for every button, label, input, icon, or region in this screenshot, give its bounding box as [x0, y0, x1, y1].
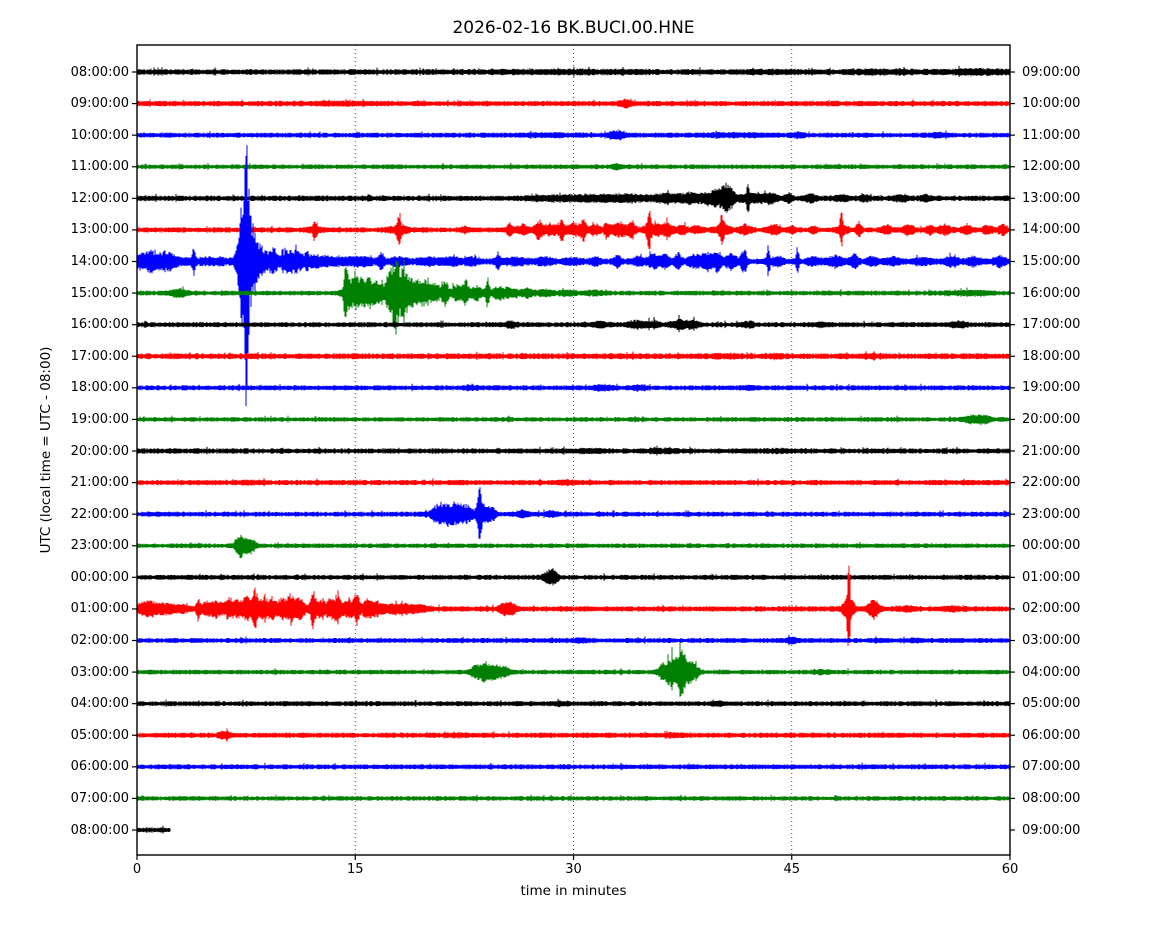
waveform-trace [136, 129, 1011, 141]
waveform-trace [136, 414, 1011, 426]
x-tick-label: 60 [1001, 862, 1019, 877]
waveform-trace [136, 478, 1011, 487]
right-time-label: 22:00:00 [1022, 475, 1081, 491]
waveform-trace [136, 98, 1011, 109]
left-time-label: 08:00:00 [70, 822, 129, 838]
left-time-label: 04:00:00 [70, 696, 129, 712]
left-time-label: 01:00:00 [70, 601, 129, 617]
right-time-label: 04:00:00 [1022, 664, 1081, 680]
waveform-trace [136, 698, 1011, 708]
left-time-label: 06:00:00 [70, 759, 129, 775]
left-time-label: 16:00:00 [70, 317, 129, 333]
left-time-label: 15:00:00 [70, 285, 129, 301]
right-time-label: 16:00:00 [1022, 285, 1081, 301]
right-time-label: 00:00:00 [1022, 538, 1081, 554]
left-time-label: 20:00:00 [70, 443, 129, 459]
x-tick-label: 0 [132, 862, 142, 877]
left-time-label: 19:00:00 [70, 411, 129, 427]
right-time-label: 01:00:00 [1022, 569, 1081, 585]
waveform-trace [136, 762, 1011, 771]
waveform-trace [136, 445, 1011, 456]
right-time-label: 08:00:00 [1022, 790, 1081, 806]
left-time-label: 14:00:00 [70, 254, 129, 269]
waveform-trace [136, 825, 171, 834]
right-time-label: 19:00:00 [1022, 380, 1081, 396]
waveform-plot [132, 44, 1015, 860]
left-time-label: 02:00:00 [70, 633, 129, 648]
right-time-label: 15:00:00 [1022, 254, 1081, 269]
left-time-label: 17:00:00 [70, 348, 129, 364]
left-time-label: 03:00:00 [70, 664, 129, 680]
left-time-label: 00:00:00 [70, 569, 129, 585]
right-time-label: 13:00:00 [1022, 190, 1081, 206]
left-time-label: 05:00:00 [70, 727, 129, 743]
right-time-label: 02:00:00 [1022, 601, 1081, 617]
waveform-trace [136, 794, 1011, 802]
waveform-trace [136, 534, 1011, 559]
right-time-label: 14:00:00 [1022, 222, 1081, 238]
right-time-label: 11:00:00 [1022, 127, 1081, 143]
left-time-label: 21:00:00 [70, 475, 129, 491]
right-time-label: 05:00:00 [1022, 696, 1081, 712]
right-time-label: 12:00:00 [1022, 159, 1081, 175]
right-time-label: 03:00:00 [1022, 633, 1081, 648]
right-time-label: 09:00:00 [1022, 822, 1081, 838]
waveform-trace [136, 634, 1011, 646]
right-time-label: 10:00:00 [1022, 96, 1081, 112]
waveform-trace [136, 568, 1011, 586]
plot-border [136, 44, 1011, 856]
waveform-trace [136, 351, 1011, 361]
x-tick-label: 30 [565, 862, 582, 877]
right-time-label: 18:00:00 [1022, 348, 1081, 364]
left-time-label: 18:00:00 [70, 380, 129, 396]
waveform-trace [136, 728, 1011, 742]
left-time-label: 22:00:00 [70, 506, 129, 522]
plot-title: 2026-02-16 BK.BUCI.00.HNE [452, 18, 695, 38]
right-time-label: 09:00:00 [1022, 64, 1081, 80]
right-time-label: 07:00:00 [1022, 759, 1081, 775]
left-time-label: 09:00:00 [70, 96, 129, 112]
right-time-label: 23:00:00 [1022, 506, 1081, 522]
right-time-label: 06:00:00 [1022, 727, 1081, 743]
left-time-label: 23:00:00 [70, 538, 129, 554]
right-time-label: 20:00:00 [1022, 411, 1081, 427]
right-time-label: 17:00:00 [1022, 317, 1081, 333]
waveform-trace [136, 210, 1011, 250]
left-time-label: 12:00:00 [70, 190, 129, 206]
waveform-trace [136, 65, 1011, 77]
waveform-trace [136, 383, 1011, 392]
left-time-label: 07:00:00 [70, 790, 129, 806]
left-time-label: 10:00:00 [70, 127, 129, 143]
left-time-label: 08:00:00 [70, 64, 129, 80]
x-tick-label: 15 [346, 862, 364, 877]
x-tick-label: 45 [783, 862, 801, 877]
left-time-label: 11:00:00 [70, 159, 129, 175]
waveform-trace [136, 182, 1011, 213]
waveform-trace [136, 487, 1011, 539]
left-time-label: 13:00:00 [70, 222, 129, 238]
right-time-label: 21:00:00 [1022, 443, 1081, 459]
waveform-trace [136, 145, 1011, 407]
x-axis-label: time in minutes [520, 883, 627, 899]
